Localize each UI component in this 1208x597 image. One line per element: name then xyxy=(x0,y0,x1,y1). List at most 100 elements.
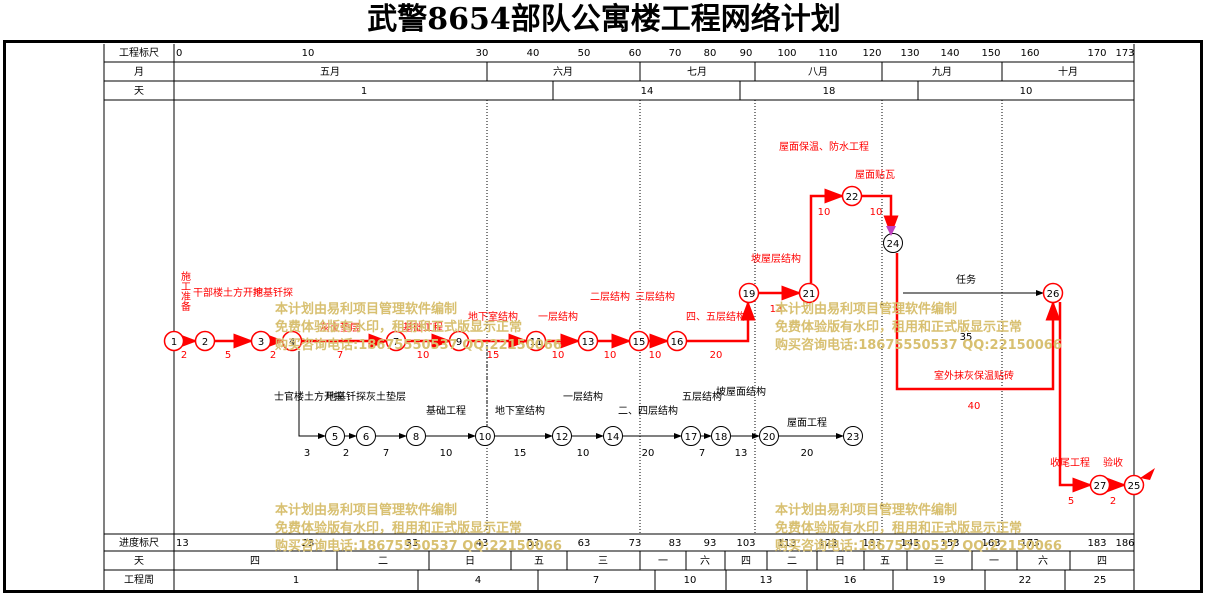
svg-text:26: 26 xyxy=(1047,289,1060,300)
scale-tick: 170 xyxy=(1087,48,1106,59)
svg-text:免费体验版有水印，租用和正式版显示正常: 免费体验版有水印，租用和正式版显示正常 xyxy=(775,520,1022,536)
activity-label: 室外抹灰保温贴砖 xyxy=(934,369,1014,382)
svg-text:5: 5 xyxy=(332,432,338,443)
svg-text:14: 14 xyxy=(607,432,620,443)
header-grid xyxy=(103,44,1135,590)
svg-text:购买咨询电话:18675550537 QQ:22150066: 购买咨询电话:18675550537 QQ:22150066 xyxy=(275,538,562,554)
progress-tick: 163 xyxy=(981,538,1000,549)
activity-duration: 10 xyxy=(649,350,662,361)
node-3: 3 xyxy=(250,330,272,352)
activity-duration: 3 xyxy=(304,448,310,459)
activity-duration: 2 xyxy=(270,350,276,361)
activity-label: 二层结构 xyxy=(590,290,630,303)
node-7: 7 xyxy=(385,330,407,352)
svg-text:23: 23 xyxy=(847,432,860,443)
scale-tick: 50 xyxy=(578,48,591,59)
activity-duration: 20 xyxy=(710,350,723,361)
svg-text:19: 19 xyxy=(743,289,756,300)
activity-labels-normal: 任务 35 士官楼土方开挖 3 地基钎探 2 灰土垫层 7 基础工程 10 地下… xyxy=(274,273,976,459)
scale-tick: 70 xyxy=(669,48,682,59)
node-4: 4 xyxy=(281,330,303,352)
node-11: 11 xyxy=(525,330,547,352)
chart-frame xyxy=(3,40,1203,593)
week-number: 22 xyxy=(1019,575,1032,586)
svg-text:6: 6 xyxy=(363,432,369,443)
activity-label: 收尾工程 xyxy=(1050,456,1090,469)
activity-label: 灰土垫层 xyxy=(320,321,360,334)
node-27: 27 xyxy=(1089,474,1111,496)
scale-tick: 80 xyxy=(704,48,717,59)
svg-text:2: 2 xyxy=(202,337,208,348)
node-20: 20 xyxy=(759,426,779,446)
row-label-month: 月 xyxy=(134,66,144,78)
activity-duration: 10 xyxy=(577,448,590,459)
activity-duration: 20 xyxy=(801,448,814,459)
activity-label: 坡屋层结构 xyxy=(751,252,801,265)
node-16: 16 xyxy=(666,330,688,352)
progress-tick: 123 xyxy=(818,538,837,549)
month-label: 七月 xyxy=(687,66,707,78)
weekday: 二 xyxy=(378,556,388,567)
activity-label: 地下室结构 xyxy=(468,310,518,323)
svg-text:24: 24 xyxy=(887,239,900,250)
activity-label: 屋面保温、防水工程 xyxy=(779,140,869,153)
scale-tick: 120 xyxy=(862,48,881,59)
weekday: 四 xyxy=(250,556,260,567)
scale-tick: 160 xyxy=(1020,48,1039,59)
node-1: 1 xyxy=(163,330,185,352)
week-number: 7 xyxy=(593,575,599,586)
activity-label: 屋面贴瓦 xyxy=(855,168,895,181)
scale-ticks-top: 0 10 30 40 50 60 70 80 90 100 110 120 13… xyxy=(176,48,1135,59)
weekday: 五 xyxy=(534,556,544,567)
page-title: 武警8654部队公寓楼工程网络计划 xyxy=(367,2,841,37)
node-2: 2 xyxy=(194,330,216,352)
activity-duration: 5 xyxy=(225,350,231,361)
activity-duration: 10 xyxy=(417,350,430,361)
activity-duration: 10 xyxy=(818,207,831,218)
weekday: 六 xyxy=(1038,555,1048,567)
row-label-scale: 工程标尺 xyxy=(119,47,159,59)
svg-text:4: 4 xyxy=(289,337,295,348)
scale-tick: 10 xyxy=(302,48,315,59)
progress-tick: 103 xyxy=(736,538,755,549)
svg-text:21: 21 xyxy=(803,289,816,300)
week-number: 13 xyxy=(760,575,773,586)
weekday: 日 xyxy=(465,556,475,567)
progress-tick: 186 xyxy=(1115,538,1134,549)
activity-duration: 15 xyxy=(487,350,500,361)
svg-text:27: 27 xyxy=(1094,481,1107,492)
activity-label: 地基钎探 xyxy=(326,390,366,403)
activity-duration: 2 xyxy=(343,448,349,459)
svg-text:17: 17 xyxy=(685,432,698,443)
scale-ticks-bottom: 13 23 33 43 53 63 73 83 93 103 113 123 1… xyxy=(176,538,1135,549)
node-5: 5 xyxy=(325,426,345,446)
activity-duration: 13 xyxy=(735,448,748,459)
scale-tick: 30 xyxy=(476,48,489,59)
weekday: 三 xyxy=(934,556,944,567)
activity-label: 地基钎探 xyxy=(253,286,293,299)
node-8: 8 xyxy=(406,426,426,446)
svg-text:购买咨询电话:18675550537 QQ:22150066: 购买咨询电话:18675550537 QQ:22150066 xyxy=(775,538,1062,554)
watermark-bottom-left: 本计划由易利项目管理软件编制 免费体验版有水印，租用和正式版显示正常 购买咨询电… xyxy=(275,502,562,554)
day-labels: 1 14 18 10 xyxy=(361,86,1033,97)
node-9: 9 xyxy=(448,330,470,352)
svg-text:16: 16 xyxy=(671,337,684,348)
weekday: 三 xyxy=(598,556,608,567)
activity-label: 三层结构 xyxy=(635,290,675,303)
node-19: 19 xyxy=(738,282,760,304)
activity-duration: 10 xyxy=(440,448,453,459)
node-6: 6 xyxy=(356,426,376,446)
end-flag-icon xyxy=(1140,468,1155,480)
week-number: 16 xyxy=(844,575,857,586)
activity-label: 灰土垫层 xyxy=(366,390,406,403)
node-14: 14 xyxy=(603,426,623,446)
weekday: 四 xyxy=(741,556,751,567)
day-label: 1 xyxy=(361,86,367,97)
activity-label: 验收 xyxy=(1103,456,1123,469)
svg-text:22: 22 xyxy=(846,192,859,203)
progress-tick: 63 xyxy=(578,538,591,549)
progress-tick: 143 xyxy=(900,538,919,549)
scale-tick: 150 xyxy=(981,48,1000,59)
row-label-progress: 进度标尺 xyxy=(119,536,159,549)
